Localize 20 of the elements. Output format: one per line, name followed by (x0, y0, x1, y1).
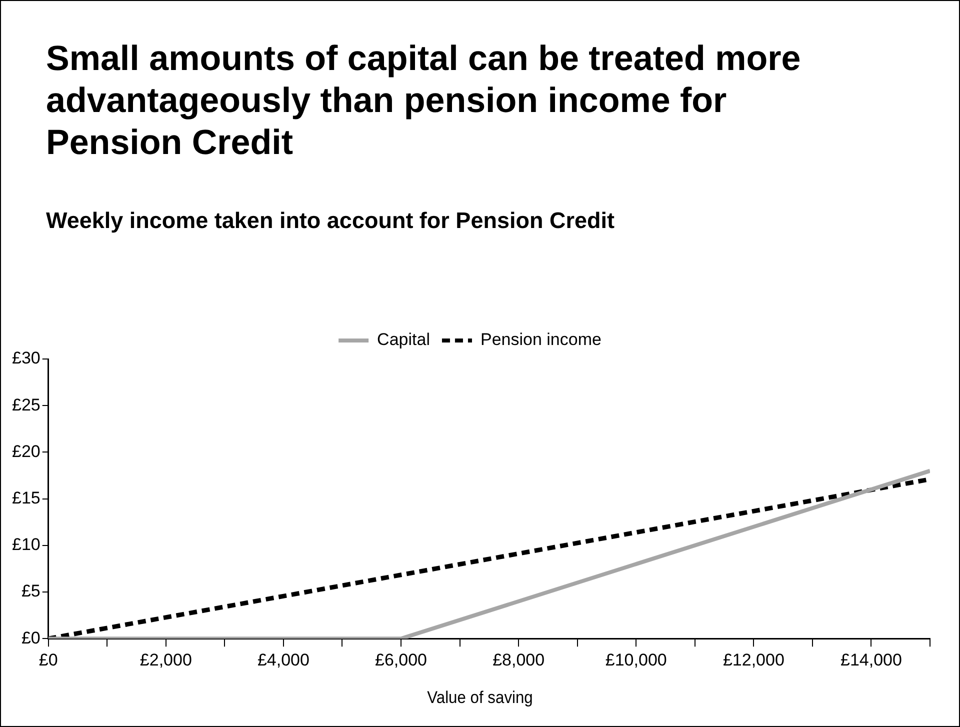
x-tick-label: £14,000 (840, 650, 902, 670)
x-tick-label: £2,000 (140, 650, 192, 670)
x-tick-label: £4,000 (257, 650, 310, 670)
y-tick-label: £30 (12, 348, 40, 368)
x-tick-label: £12,000 (722, 650, 784, 670)
y-tick-label: £0 (21, 628, 40, 648)
x-tick-label: £8,000 (492, 650, 545, 670)
x-axis-title: Value of saving (426, 688, 534, 708)
chart-title: Small amounts of capital can be treated more advantageously than pension income for Pension Credit (46, 38, 802, 164)
x-tick-label: £0 (38, 650, 58, 670)
x-tick-label: £10,000 (605, 650, 667, 670)
legend-label: Pension income (480, 330, 602, 350)
y-tick-label: £25 (12, 395, 40, 414)
y-tick-label: £20 (12, 442, 40, 461)
legend-label: Capital (377, 330, 430, 350)
x-tick-label: £6,000 (375, 650, 428, 670)
y-tick-label: £5 (21, 582, 40, 601)
y-tick-label: £15 (12, 488, 40, 508)
chart-subtitle: Weekly income taken into account for Pension Credit (46, 208, 614, 234)
y-tick-label: £10 (12, 535, 40, 554)
